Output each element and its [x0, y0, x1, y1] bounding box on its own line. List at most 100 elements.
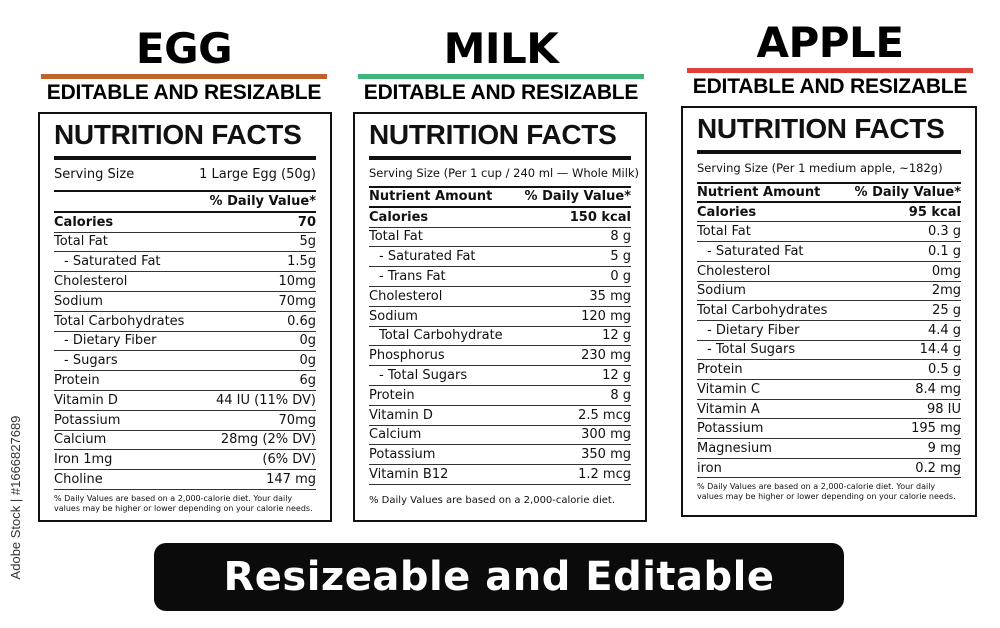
nutrient-name: iron	[697, 460, 722, 476]
header-left: Nutrient Amount	[697, 184, 821, 200]
nutrient-value: 0.2 mg	[915, 460, 961, 476]
nutrient-value: 8.4 mg	[915, 381, 961, 397]
nutrient-value: 300 mg	[581, 427, 631, 443]
nutrient-name: Potassium	[369, 447, 436, 463]
nutrient-name: - Dietary Fiber	[64, 333, 157, 349]
nutrient-name: Total Carbohydrates	[697, 303, 828, 319]
nutrient-value: 2.5 mcg	[578, 407, 631, 423]
nutrient-rows: Calories 150 kcal Total Fat 8 g - Saturated …	[369, 208, 631, 485]
nutrient-name: - Saturated Fat	[379, 249, 476, 265]
nutrient-row: Sodium 120 mg	[369, 307, 631, 327]
nutrient-name: - Total Sugars	[707, 342, 796, 358]
header-right: % Daily Value*	[209, 193, 316, 209]
nutrient-row: - Sugars 0g	[54, 351, 316, 372]
nutrient-name: Calcium	[369, 427, 422, 443]
nutrient-name: Calories	[369, 209, 429, 225]
panel-title: NUTRITION FACTS	[697, 113, 945, 144]
divider	[54, 155, 316, 160]
nutrient-name: Vitamin B12	[369, 467, 449, 483]
nutrient-row: - Dietary Fiber 0g	[54, 332, 316, 352]
nutrient-name: Protein	[697, 362, 743, 378]
nutrient-row: Potassium 70mg	[54, 411, 316, 431]
nutrient-name: - Total Sugars	[379, 368, 468, 384]
nutrient-value: 4.4 g	[927, 322, 961, 338]
nutrient-value: 195 mg	[911, 421, 961, 437]
nutrient-value: 28mg (2% DV)	[220, 432, 316, 448]
nutrient-value: 1.5g	[287, 254, 316, 270]
food-name: EGG	[135, 24, 233, 73]
nutrient-name: Phosphorus	[369, 348, 445, 364]
editable-subtitle: EDITABLE AND RESIZABLE	[46, 81, 322, 104]
milk-nutrition-label: NUTRITION FACTS Serving Size (Per 1 cup …	[353, 112, 647, 522]
nutrient-value: 44 IU (11% DV)	[215, 392, 316, 408]
nutrient-value: 6g	[299, 373, 316, 389]
nutrient-name: Sodium	[369, 308, 418, 324]
nutrient-value: (6% DV)	[262, 452, 316, 468]
accent-bar	[687, 68, 973, 73]
nutrient-name: Potassium	[697, 421, 764, 437]
header-right: % Daily Value*	[524, 189, 631, 205]
stock-watermark-text: Adobe Stock | #1666827689	[8, 415, 23, 580]
nutrient-row: Protein 6g	[54, 371, 316, 391]
food-name: APPLE	[756, 18, 904, 67]
nutrient-row: Choline 147 mg	[54, 470, 316, 490]
nutrient-row: Iron 1mg (6% DV)	[54, 450, 316, 471]
serving-value: 1 Large Egg (50g)	[199, 167, 316, 183]
nutrient-rows: Calories 70 Total Fat 5g - Saturated Fat 1.5g…	[54, 213, 316, 490]
egg-heading: EGG EDITABLE AND RESIZABLE	[40, 28, 328, 105]
nutrient-value: 35 mg	[589, 288, 631, 304]
serving-size-row: Serving Size 1 Large Egg (50g)	[54, 160, 316, 192]
nutrient-value: 0.6g	[287, 313, 316, 329]
nutrient-row: Potassium 350 mg	[369, 445, 631, 466]
nutrient-value: 120 mg	[581, 308, 631, 324]
nutrient-name: Calcium	[54, 432, 107, 448]
nutrient-row: - Total Sugars 14.4 g	[697, 341, 961, 361]
footnote: % Daily Values are based on a 2,000-calo…	[369, 494, 616, 506]
nutrient-name: Vitamin D	[54, 392, 118, 408]
nutrient-row: Calories 95 kcal	[697, 203, 961, 223]
nutrient-value: 0.3 g	[927, 224, 961, 240]
nutrient-value: 98 IU	[926, 401, 961, 417]
footnote: % Daily Values are based on a 2,000-calo…	[697, 482, 956, 502]
nutrient-name: - Trans Fat	[379, 269, 446, 285]
nutrient-value: 0g	[299, 333, 316, 349]
nutrient-name: Total Carbohydrate	[379, 328, 503, 344]
nutrient-name: Total Carbohydrates	[54, 313, 185, 329]
nutrient-row: - Saturated Fat 1.5g	[54, 252, 316, 273]
nutrient-row: Total Carbohydrates 25 g	[697, 301, 961, 321]
nutrient-row: Total Fat 0.3 g	[697, 222, 961, 243]
nutrient-value: 150 kcal	[569, 209, 631, 225]
resizable-banner: Resizeable and Editable	[154, 543, 844, 611]
nutrient-value: 70mg	[278, 293, 316, 309]
nutrient-row: Vitamin C 8.4 mg	[697, 380, 961, 400]
panel-title: NUTRITION FACTS	[369, 119, 617, 150]
nutrient-row: Total Fat 5g	[54, 233, 316, 253]
nutrient-value: 12 g	[602, 328, 631, 344]
egg-nutrition-label: NUTRITION FACTS Serving Size 1 Large Egg…	[38, 112, 332, 522]
nutrient-value: 1.2 mcg	[578, 467, 631, 483]
nutrient-row: Total Carbohydrate 12 g	[369, 327, 631, 347]
nutrient-name: Magnesium	[697, 440, 772, 456]
nutrient-value: 8 g	[610, 387, 631, 403]
nutrient-value: 8 g	[610, 229, 631, 245]
nutrient-row: Protein 8 g	[369, 386, 631, 406]
nutrient-name: - Saturated Fat	[64, 254, 161, 270]
header-left: Nutrient Amount	[369, 189, 493, 205]
nutrient-row: Total Carbohydrates 0.6g	[54, 312, 316, 332]
nutrient-value: 9 mg	[927, 440, 961, 456]
nutrient-name: - Sugars	[64, 353, 118, 369]
nutrient-row: Cholesterol 10mg	[54, 272, 316, 292]
nutrient-row: Calories 70	[54, 213, 316, 233]
nutrient-value: 0g	[299, 353, 316, 369]
serving-size-row: Serving Size (Per 1 medium apple, ~182g)	[697, 154, 961, 184]
nutrient-row: - Saturated Fat 5 g	[369, 247, 631, 268]
editable-subtitle: EDITABLE AND RESIZABLE	[692, 75, 968, 98]
nutrient-name: Total Fat	[54, 234, 108, 250]
nutrient-row: Sodium 2mg	[697, 282, 961, 302]
daily-value-header: Nutrient Amount % Daily Value*	[369, 188, 631, 208]
nutrient-name: - Dietary Fiber	[707, 322, 800, 338]
serving-label: Serving Size	[54, 167, 135, 183]
nutrient-rows: Calories 95 kcal Total Fat 0.3 g - Saturated…	[697, 203, 961, 479]
nutrient-row: - Dietary Fiber 4.4 g	[697, 321, 961, 341]
header-right: % Daily Value*	[854, 184, 961, 200]
